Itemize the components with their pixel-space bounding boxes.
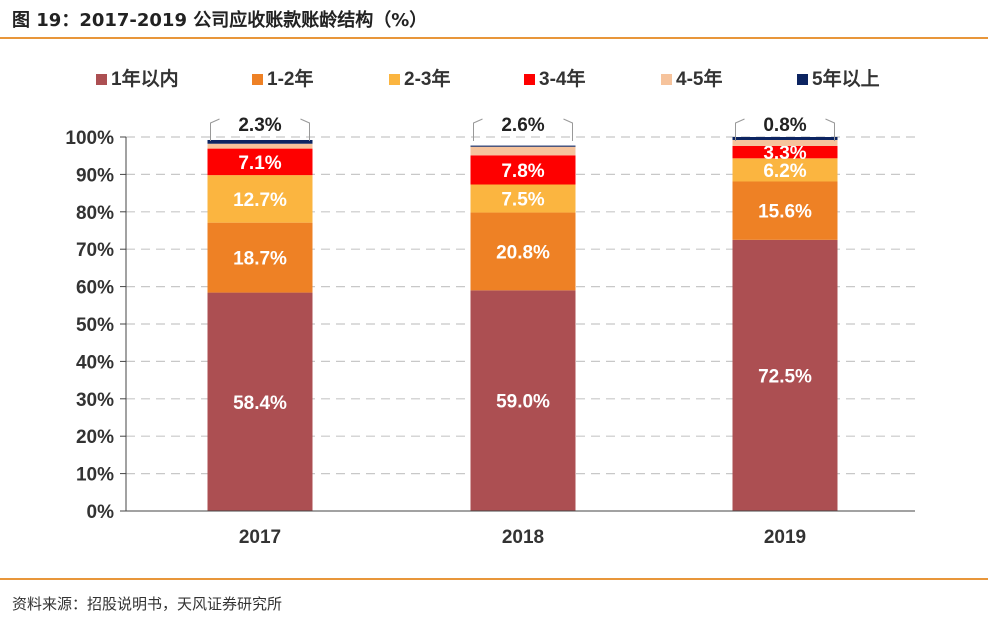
chart-title: 图 19：2017-2019 公司应收账款账龄结构（%） xyxy=(12,10,428,31)
legend-swatch xyxy=(524,74,535,85)
title-rule xyxy=(0,37,988,39)
y-tick-label: 70% xyxy=(76,240,114,261)
y-tick-label: 50% xyxy=(76,315,114,336)
stacked-bar-chart: 58.4% 18.7% 12.7% 7.1% 59.0% 20.8% 7.5% 7.8% 72.… xyxy=(65,67,915,548)
callout-leader xyxy=(300,118,310,141)
data-label: 7.1% xyxy=(238,153,281,174)
legend-label: 1年以内 xyxy=(111,67,179,90)
bar-segment xyxy=(207,292,313,511)
callout-label: 2.6% xyxy=(501,115,544,136)
legend-swatch xyxy=(389,74,400,85)
legend-swatch xyxy=(661,74,672,85)
bar-segment xyxy=(207,175,313,223)
y-tick-label: 80% xyxy=(76,203,114,224)
x-tick-label: 2018 xyxy=(502,527,544,548)
y-tick-label: 0% xyxy=(87,502,115,523)
legend-swatch xyxy=(797,74,808,85)
callout-leader xyxy=(735,118,745,141)
bar-segment xyxy=(207,222,313,293)
callout-leader xyxy=(825,118,835,141)
data-label: 7.5% xyxy=(501,190,544,211)
data-label: 59.0% xyxy=(496,392,550,413)
bar-segment xyxy=(207,143,313,149)
bar-segment xyxy=(732,158,838,182)
data-label: 20.8% xyxy=(496,242,550,263)
legend-label: 2-3年 xyxy=(404,67,450,90)
data-label: 15.6% xyxy=(758,202,812,223)
bar-segment xyxy=(470,290,576,511)
source-rule xyxy=(0,578,988,580)
bar-segment xyxy=(470,155,576,185)
data-label: 18.7% xyxy=(233,249,287,270)
legend-swatch xyxy=(96,74,107,85)
bar-segment xyxy=(470,184,576,213)
callout-label: 0.8% xyxy=(763,115,806,136)
bar-segment xyxy=(207,148,313,176)
bar-segment xyxy=(732,145,838,159)
x-tick-label: 2017 xyxy=(239,527,281,548)
y-tick-label: 10% xyxy=(76,465,114,486)
legend-label: 1-2年 xyxy=(267,67,313,90)
y-tick-label: 40% xyxy=(76,352,114,373)
data-label: 72.5% xyxy=(758,366,812,387)
callout-label: 2.3% xyxy=(238,115,281,136)
data-label: 3.3% xyxy=(763,143,806,164)
y-tick-label: 90% xyxy=(76,165,114,186)
bar-segment xyxy=(732,239,838,511)
y-tick-label: 20% xyxy=(76,427,114,448)
bar-stacks: 58.4% 18.7% 12.7% 7.1% 59.0% 20.8% 7.5% 7.8% 72.… xyxy=(207,137,838,511)
y-tick-label: 60% xyxy=(76,278,114,299)
legend-label: 5年以上 xyxy=(812,67,880,90)
bar-segment xyxy=(470,146,576,156)
data-label: 7.8% xyxy=(501,161,544,182)
bar-segment xyxy=(732,139,838,146)
legend-label: 3-4年 xyxy=(539,67,585,90)
y-tick-label: 100% xyxy=(65,128,114,149)
source-note: 资料来源：招股说明书，天风证券研究所 xyxy=(12,595,283,613)
data-label: 12.7% xyxy=(233,190,287,211)
legend-label: 4-5年 xyxy=(676,67,722,90)
callout-leader xyxy=(210,118,220,141)
callout-leader xyxy=(563,118,573,141)
data-label: 6.2% xyxy=(763,161,806,182)
legend-swatch xyxy=(252,74,263,85)
bar-segment xyxy=(732,181,838,240)
callout-leader xyxy=(473,118,483,141)
y-tick-label: 30% xyxy=(76,390,114,411)
axes: 0% 10% 20% 30% 40% 50% 60% 70% 80% 90% 100% 2017 201… xyxy=(65,128,915,548)
bar-segment xyxy=(732,137,838,140)
bar-segment xyxy=(207,139,313,144)
legend: 1年以内 1-2年 2-3年 3-4年 4-5年 5年以上 xyxy=(96,67,880,90)
x-tick-label: 2019 xyxy=(764,527,806,548)
data-label: 58.4% xyxy=(233,393,287,414)
callouts: 2.3% 2.6% 0.8% xyxy=(210,115,835,141)
bar-segment xyxy=(470,212,576,291)
bar-segment xyxy=(470,145,576,147)
